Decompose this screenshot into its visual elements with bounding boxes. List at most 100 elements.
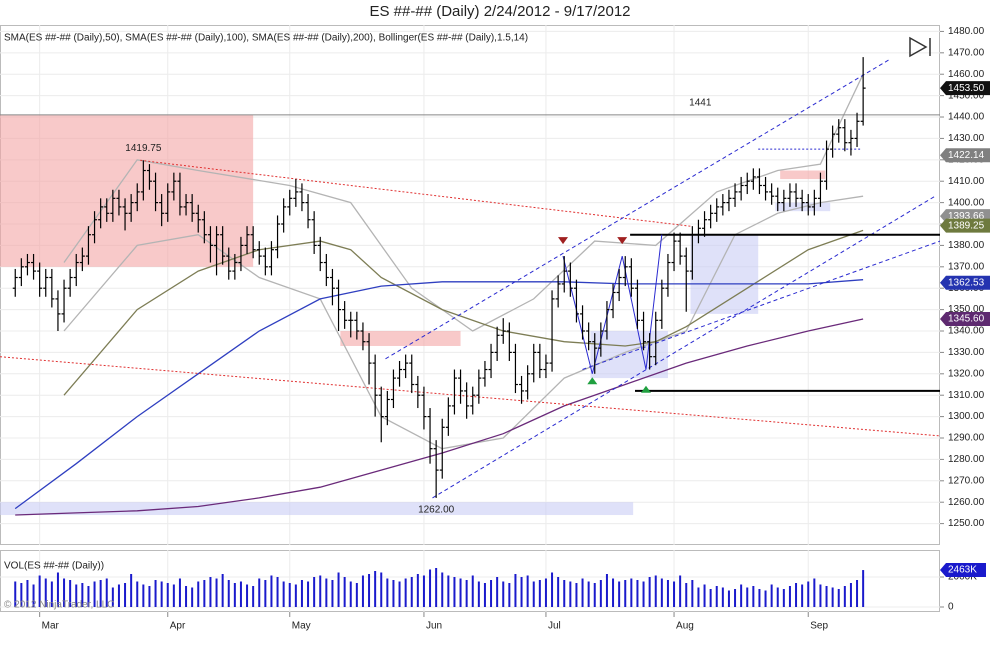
indicator-legend: SMA(ES ##-## (Daily),50), SMA(ES ##-## (… (4, 33, 528, 44)
volume-bar (331, 580, 334, 607)
volume-bar (252, 586, 255, 607)
volume-bar (801, 584, 804, 607)
price-tag-label: 1345.60 (948, 314, 985, 325)
indicator-line (63, 195, 864, 450)
volume-bar (776, 587, 779, 607)
volume-bar (142, 584, 145, 607)
volume-bar (447, 575, 450, 607)
volume-bar (44, 578, 47, 607)
volume-bar (355, 583, 358, 607)
volume-bar (105, 578, 108, 607)
volume-bar (429, 569, 432, 607)
volume-bar (618, 581, 621, 607)
volume-bar (837, 589, 840, 607)
annotation: 1262.00 (418, 505, 455, 516)
volume-bar (319, 575, 322, 607)
volume-bar (368, 574, 371, 607)
signal-marker (558, 237, 569, 245)
y-tick-label: 1310.00 (948, 390, 985, 401)
indicator-line (14, 279, 864, 510)
zone (0, 114, 254, 267)
volume-bar (313, 577, 316, 607)
zone (340, 331, 461, 346)
price-tag (940, 81, 990, 96)
volume-bar (770, 584, 773, 607)
volume-bar (813, 578, 816, 607)
play-icon[interactable] (909, 36, 931, 58)
volume-bar (508, 583, 511, 607)
price-tag (940, 148, 990, 163)
volume-bar (764, 590, 767, 607)
volume-bar (709, 589, 712, 607)
volume-bar (264, 580, 267, 607)
volume-bar (483, 583, 486, 607)
volume-bar (715, 586, 718, 607)
zone (780, 170, 826, 180)
price-tag-label: 1453.50 (948, 83, 985, 94)
annotation: 1419.75 (125, 143, 162, 154)
axes: 1250.00 1260.00 1270.00 1280.00 1290.00 1300.… (39, 26, 990, 632)
volume-bar (660, 578, 663, 607)
volume-bar (221, 574, 224, 607)
volume-bar (337, 572, 340, 607)
volume-bar (233, 583, 236, 607)
volume-bar (20, 583, 23, 607)
volume-bar (642, 581, 645, 607)
y-tick-label: 1380.00 (948, 240, 985, 251)
volume-legend: VOL(ES ##-## (Daily)) (4, 561, 104, 572)
price-tag-label: 1362.53 (948, 277, 985, 288)
volume-bar (349, 581, 352, 607)
y-tick-label: 1350.00 (948, 304, 985, 315)
y-tick-label: 1330.00 (948, 347, 985, 358)
volume-bar (288, 583, 291, 607)
volume-bar (325, 578, 328, 607)
volume-bar (300, 580, 303, 607)
x-tick-label: Jul (548, 621, 561, 632)
y-tick-label: 1370.00 (948, 261, 985, 272)
volume-bar (471, 575, 474, 607)
signal-marker (617, 237, 628, 245)
x-tick-label: May (292, 621, 311, 632)
volume-bar (227, 580, 230, 607)
volume-bar (435, 568, 438, 607)
price-plot: 1419.75 1441 1262.00 (0, 25, 940, 545)
volume-bar (465, 580, 468, 607)
zone (0, 502, 634, 516)
chart-title: ES ##-## (Daily) 2/24/2012 - 9/17/2012 (370, 3, 631, 20)
volume-bar (136, 581, 139, 607)
volume-bar (758, 589, 761, 607)
volume-bar (56, 572, 59, 607)
volume-bar (160, 581, 163, 607)
y-tick-label: 1460.00 (948, 69, 985, 80)
volume-bar (209, 577, 212, 607)
x-tick-label: Aug (676, 621, 694, 632)
y-tick-label: 1320.00 (948, 368, 985, 379)
volume-bar (575, 583, 578, 607)
volume-bar (636, 580, 639, 607)
play-triangle[interactable] (909, 36, 928, 58)
volume-bar (569, 581, 572, 607)
volume-bar (38, 575, 41, 607)
volume-panel (0, 550, 940, 612)
volume-bar (496, 577, 499, 607)
volume-bar (807, 581, 810, 607)
volume-bar (856, 580, 859, 607)
volume-bar (727, 590, 730, 607)
volume-bar (563, 580, 566, 607)
volume-bar (459, 578, 462, 607)
volume-bar (32, 584, 35, 607)
volume-bar (111, 587, 114, 607)
volume-bar (605, 574, 608, 607)
volume-bar (746, 587, 749, 607)
volume-bar (178, 578, 181, 607)
volume-bar (843, 586, 846, 607)
volume-bar (276, 577, 279, 607)
volume-bar (593, 583, 596, 607)
volume-bar (93, 581, 96, 607)
trend-line (140, 159, 691, 227)
volume-bar (630, 578, 633, 607)
y-tick-label: 1400.00 (948, 197, 985, 208)
volume-bar (862, 570, 865, 607)
volume-bar (416, 574, 419, 607)
